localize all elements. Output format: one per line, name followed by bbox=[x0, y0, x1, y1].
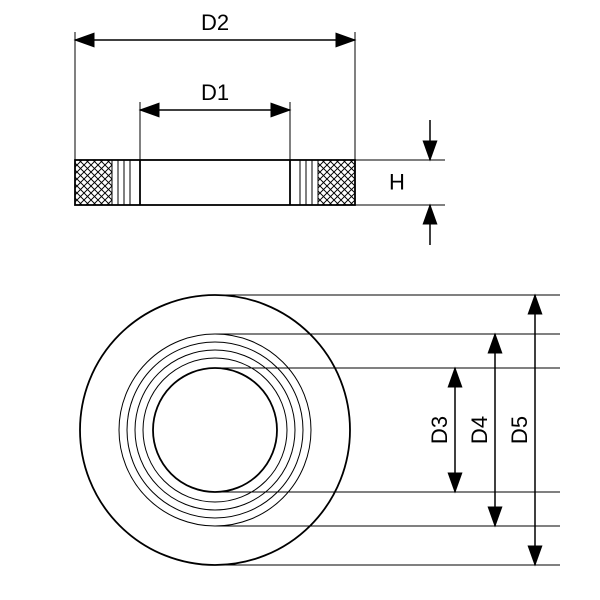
section-outline bbox=[75, 160, 355, 205]
inner-circle bbox=[153, 368, 277, 492]
plan-view: D3 D4 D5 bbox=[80, 295, 560, 565]
label-d5: D5 bbox=[507, 416, 532, 444]
label-h: H bbox=[389, 170, 405, 195]
label-d1: D1 bbox=[201, 80, 229, 105]
section-view: D2 D1 H bbox=[75, 10, 445, 245]
label-d3: D3 bbox=[427, 416, 452, 444]
outer-circle bbox=[80, 295, 350, 565]
technical-drawing: D2 D1 H D3 D4 D5 bbox=[0, 0, 600, 600]
label-d4: D4 bbox=[467, 416, 492, 444]
label-d2: D2 bbox=[201, 10, 229, 35]
